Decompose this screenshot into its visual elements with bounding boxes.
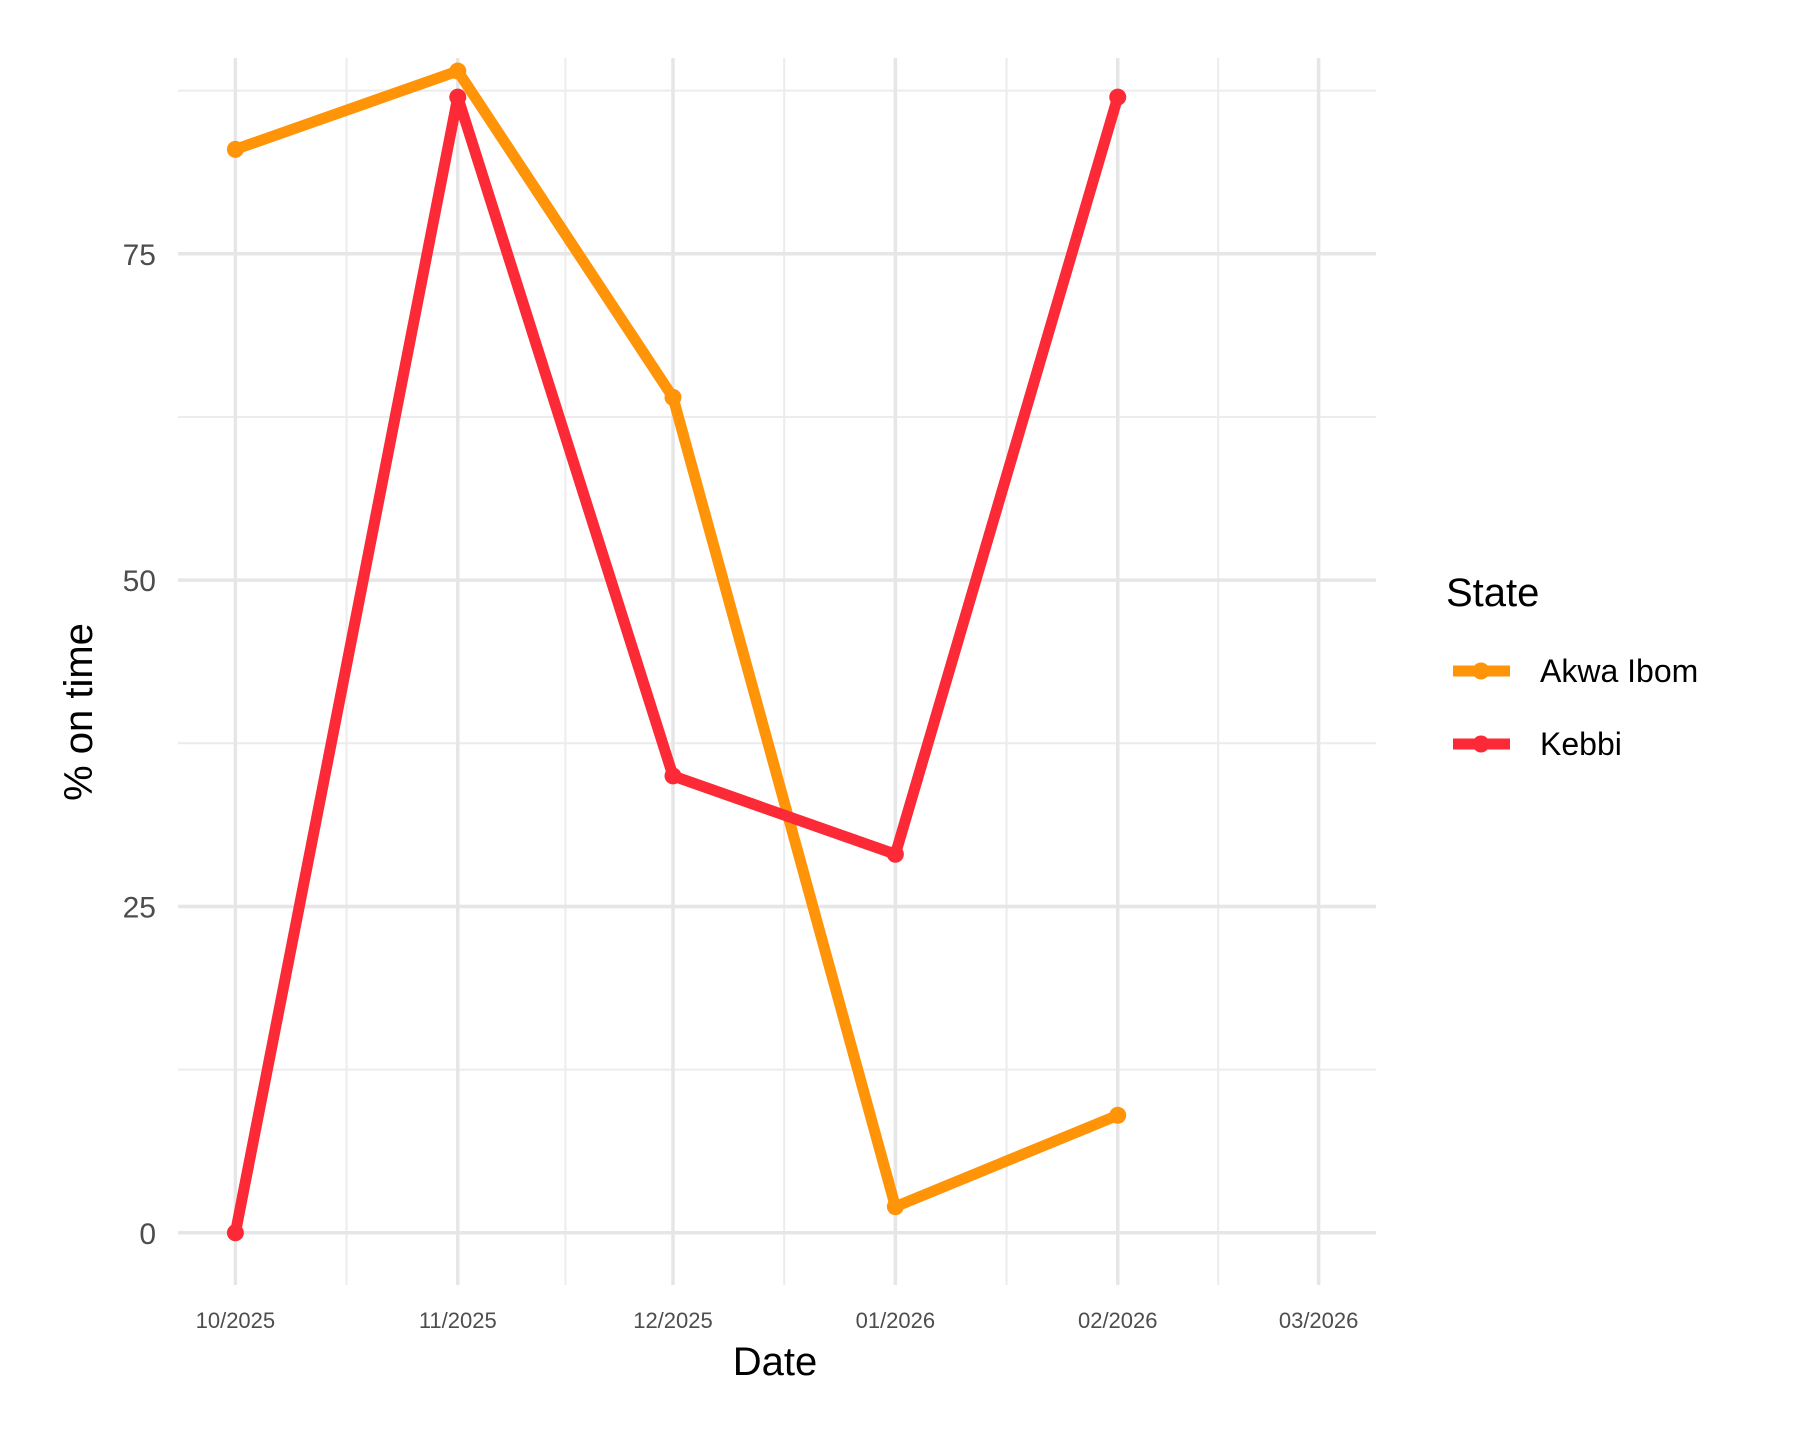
legend-label: Kebbi	[1540, 726, 1622, 762]
y-tick-label: 25	[123, 891, 156, 924]
data-point-kebbi	[449, 88, 467, 106]
data-point-akwa-ibom	[1109, 1106, 1127, 1124]
data-point-akwa-ibom	[226, 140, 244, 158]
x-tick-label: 02/2026	[1078, 1308, 1158, 1333]
legend-key-point	[1472, 662, 1490, 680]
y-axis-title: % on time	[57, 623, 101, 801]
x-tick-label: 03/2026	[1279, 1308, 1359, 1333]
major-gridlines	[178, 58, 1376, 1285]
y-tick-label: 50	[123, 565, 156, 598]
y-tick-label: 75	[123, 239, 156, 272]
x-tick-label: 10/2025	[196, 1308, 276, 1333]
legend-item: Kebbi	[1453, 726, 1622, 762]
legend: State Akwa Ibom Kebbi	[1446, 571, 1698, 762]
series-lines	[229, 65, 1124, 1234]
data-point-akwa-ibom	[664, 388, 682, 406]
data-point-kebbi	[664, 767, 682, 785]
y-tick-label: 0	[139, 1218, 156, 1251]
x-axis-title: Date	[733, 1340, 818, 1384]
legend-item: Akwa Ibom	[1453, 653, 1698, 689]
legend-key-point	[1472, 735, 1490, 753]
y-axis-tick-labels: 0 25 50 75	[123, 239, 156, 1251]
data-point-kebbi	[1109, 88, 1127, 106]
legend-title: State	[1446, 571, 1539, 615]
data-point-kebbi	[886, 845, 904, 863]
x-tick-label: 01/2026	[856, 1308, 936, 1333]
legend-label: Akwa Ibom	[1540, 653, 1698, 689]
x-tick-label: 11/2025	[419, 1308, 497, 1333]
minor-gridlines	[178, 58, 1376, 1285]
series-points	[226, 62, 1127, 1242]
data-point-kebbi	[226, 1224, 244, 1242]
series-line-kebbi	[229, 91, 1124, 1234]
series-line-akwa-ibom	[233, 65, 1120, 1213]
data-point-akwa-ibom	[449, 62, 467, 80]
data-point-akwa-ibom	[886, 1198, 904, 1216]
x-tick-label: 12/2025	[633, 1308, 713, 1333]
x-axis-tick-labels: 10/2025 11/2025 12/2025 01/2026 02/2026 03/20…	[196, 1308, 1359, 1333]
